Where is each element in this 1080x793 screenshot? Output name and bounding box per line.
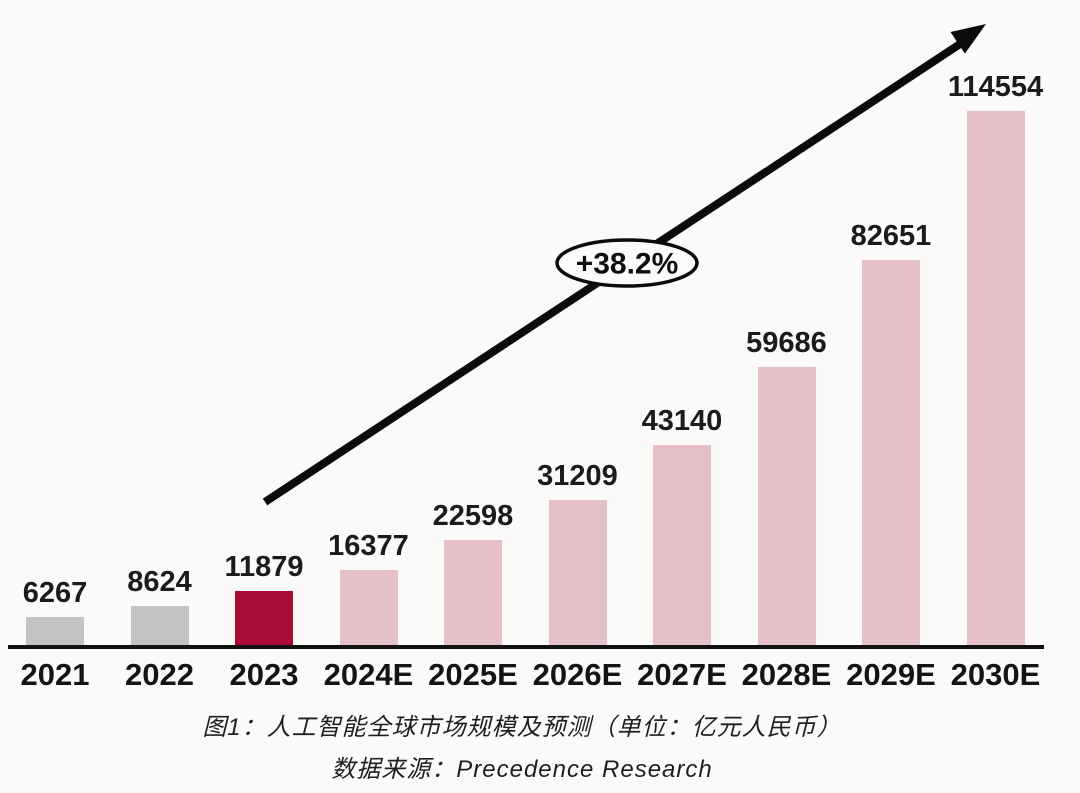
bar xyxy=(339,570,398,646)
bar xyxy=(235,591,293,646)
x-axis-line xyxy=(8,645,1044,649)
bar xyxy=(966,111,1025,646)
bar xyxy=(862,260,920,646)
bar xyxy=(444,540,502,646)
bar-value-label: 114554 xyxy=(947,71,1044,103)
x-tick-label: 2024E xyxy=(323,657,414,692)
bar xyxy=(130,606,189,646)
bar xyxy=(653,445,711,646)
x-tick-label: 2028E xyxy=(741,657,832,692)
bar xyxy=(757,367,816,646)
bar xyxy=(26,617,84,646)
x-tick-label: 2030E xyxy=(950,657,1041,692)
x-tick-label: 2025E xyxy=(428,657,518,692)
bar-value-label: 8624 xyxy=(127,566,192,598)
chart-source: 数据来源：Precedence Research xyxy=(331,756,713,783)
bar-value-label: 31209 xyxy=(537,460,618,492)
bar-value-label: 11879 xyxy=(224,551,304,583)
bar-value-label: 82651 xyxy=(850,220,932,252)
x-tick-label: 2021 xyxy=(20,657,90,692)
x-tick-label: 2027E xyxy=(637,657,727,692)
x-tick-label: 2022 xyxy=(125,657,194,692)
bar xyxy=(548,500,607,646)
bar-value-label: 43140 xyxy=(641,405,723,437)
bar-value-label: 22598 xyxy=(432,500,514,532)
x-tick-label: 2026E xyxy=(532,657,623,692)
bar-value-label: 16377 xyxy=(328,530,409,562)
caption: 图1：人工智能全球市场规模及预测（单位：亿元人民币） 数据来源：Preceden… xyxy=(0,707,1044,791)
bar-value-label: 59686 xyxy=(746,327,827,359)
x-tick-label: 2029E xyxy=(846,657,936,692)
x-tick-label: 2023 xyxy=(229,657,299,692)
bar-value-label: 6267 xyxy=(22,577,88,609)
chart-title: 图1：人工智能全球市场规模及预测（单位：亿元人民币） xyxy=(202,714,842,741)
